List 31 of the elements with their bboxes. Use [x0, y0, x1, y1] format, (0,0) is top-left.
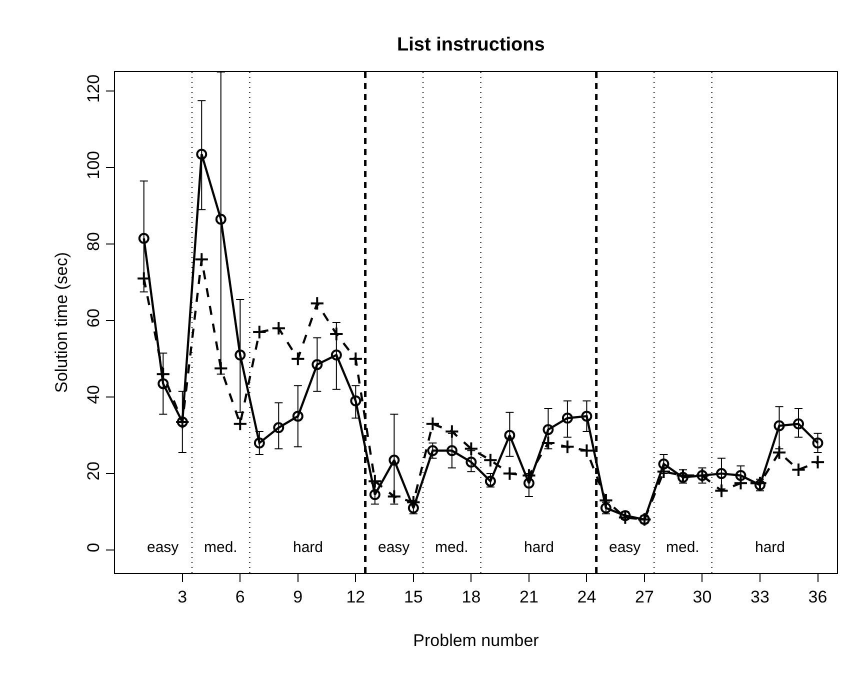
x-tick-label: 24: [577, 587, 596, 606]
annotation: hard: [755, 539, 786, 556]
annotation: easy: [378, 539, 410, 556]
x-tick-label: 27: [635, 587, 654, 606]
y-tick-label: 60: [84, 308, 104, 328]
x-tick-label: 6: [235, 587, 245, 606]
y-tick-label: 80: [84, 232, 104, 252]
y-tick-label: 0: [84, 542, 104, 552]
x-tick-label: 33: [750, 587, 770, 606]
y-tick-label: 120: [84, 74, 104, 103]
x-tick-label: 21: [519, 587, 538, 606]
x-tick-label: 3: [178, 587, 188, 606]
x-tick-label: 30: [692, 587, 712, 606]
x-tick-label: 15: [404, 587, 423, 606]
x-tick-label: 36: [808, 587, 828, 606]
annotation: easy: [609, 539, 642, 556]
annotation: hard: [524, 539, 554, 556]
x-tick-label: 12: [346, 587, 366, 606]
annotation: hard: [293, 539, 324, 556]
annotation: med.: [435, 539, 468, 556]
annotation: med.: [666, 539, 700, 556]
y-tick-label: 40: [84, 385, 104, 404]
y-tick-label: 100: [84, 150, 104, 180]
x-tick-label: 18: [462, 587, 481, 606]
chart-title: List instructions: [397, 34, 545, 56]
annotation: med.: [204, 539, 238, 556]
annotation: easy: [147, 539, 180, 556]
y-axis-title: Solution time (sec): [52, 252, 71, 393]
x-axis-title: Problem number: [413, 630, 540, 650]
y-tick-label: 20: [84, 462, 104, 480]
x-tick-label: 9: [293, 587, 303, 606]
